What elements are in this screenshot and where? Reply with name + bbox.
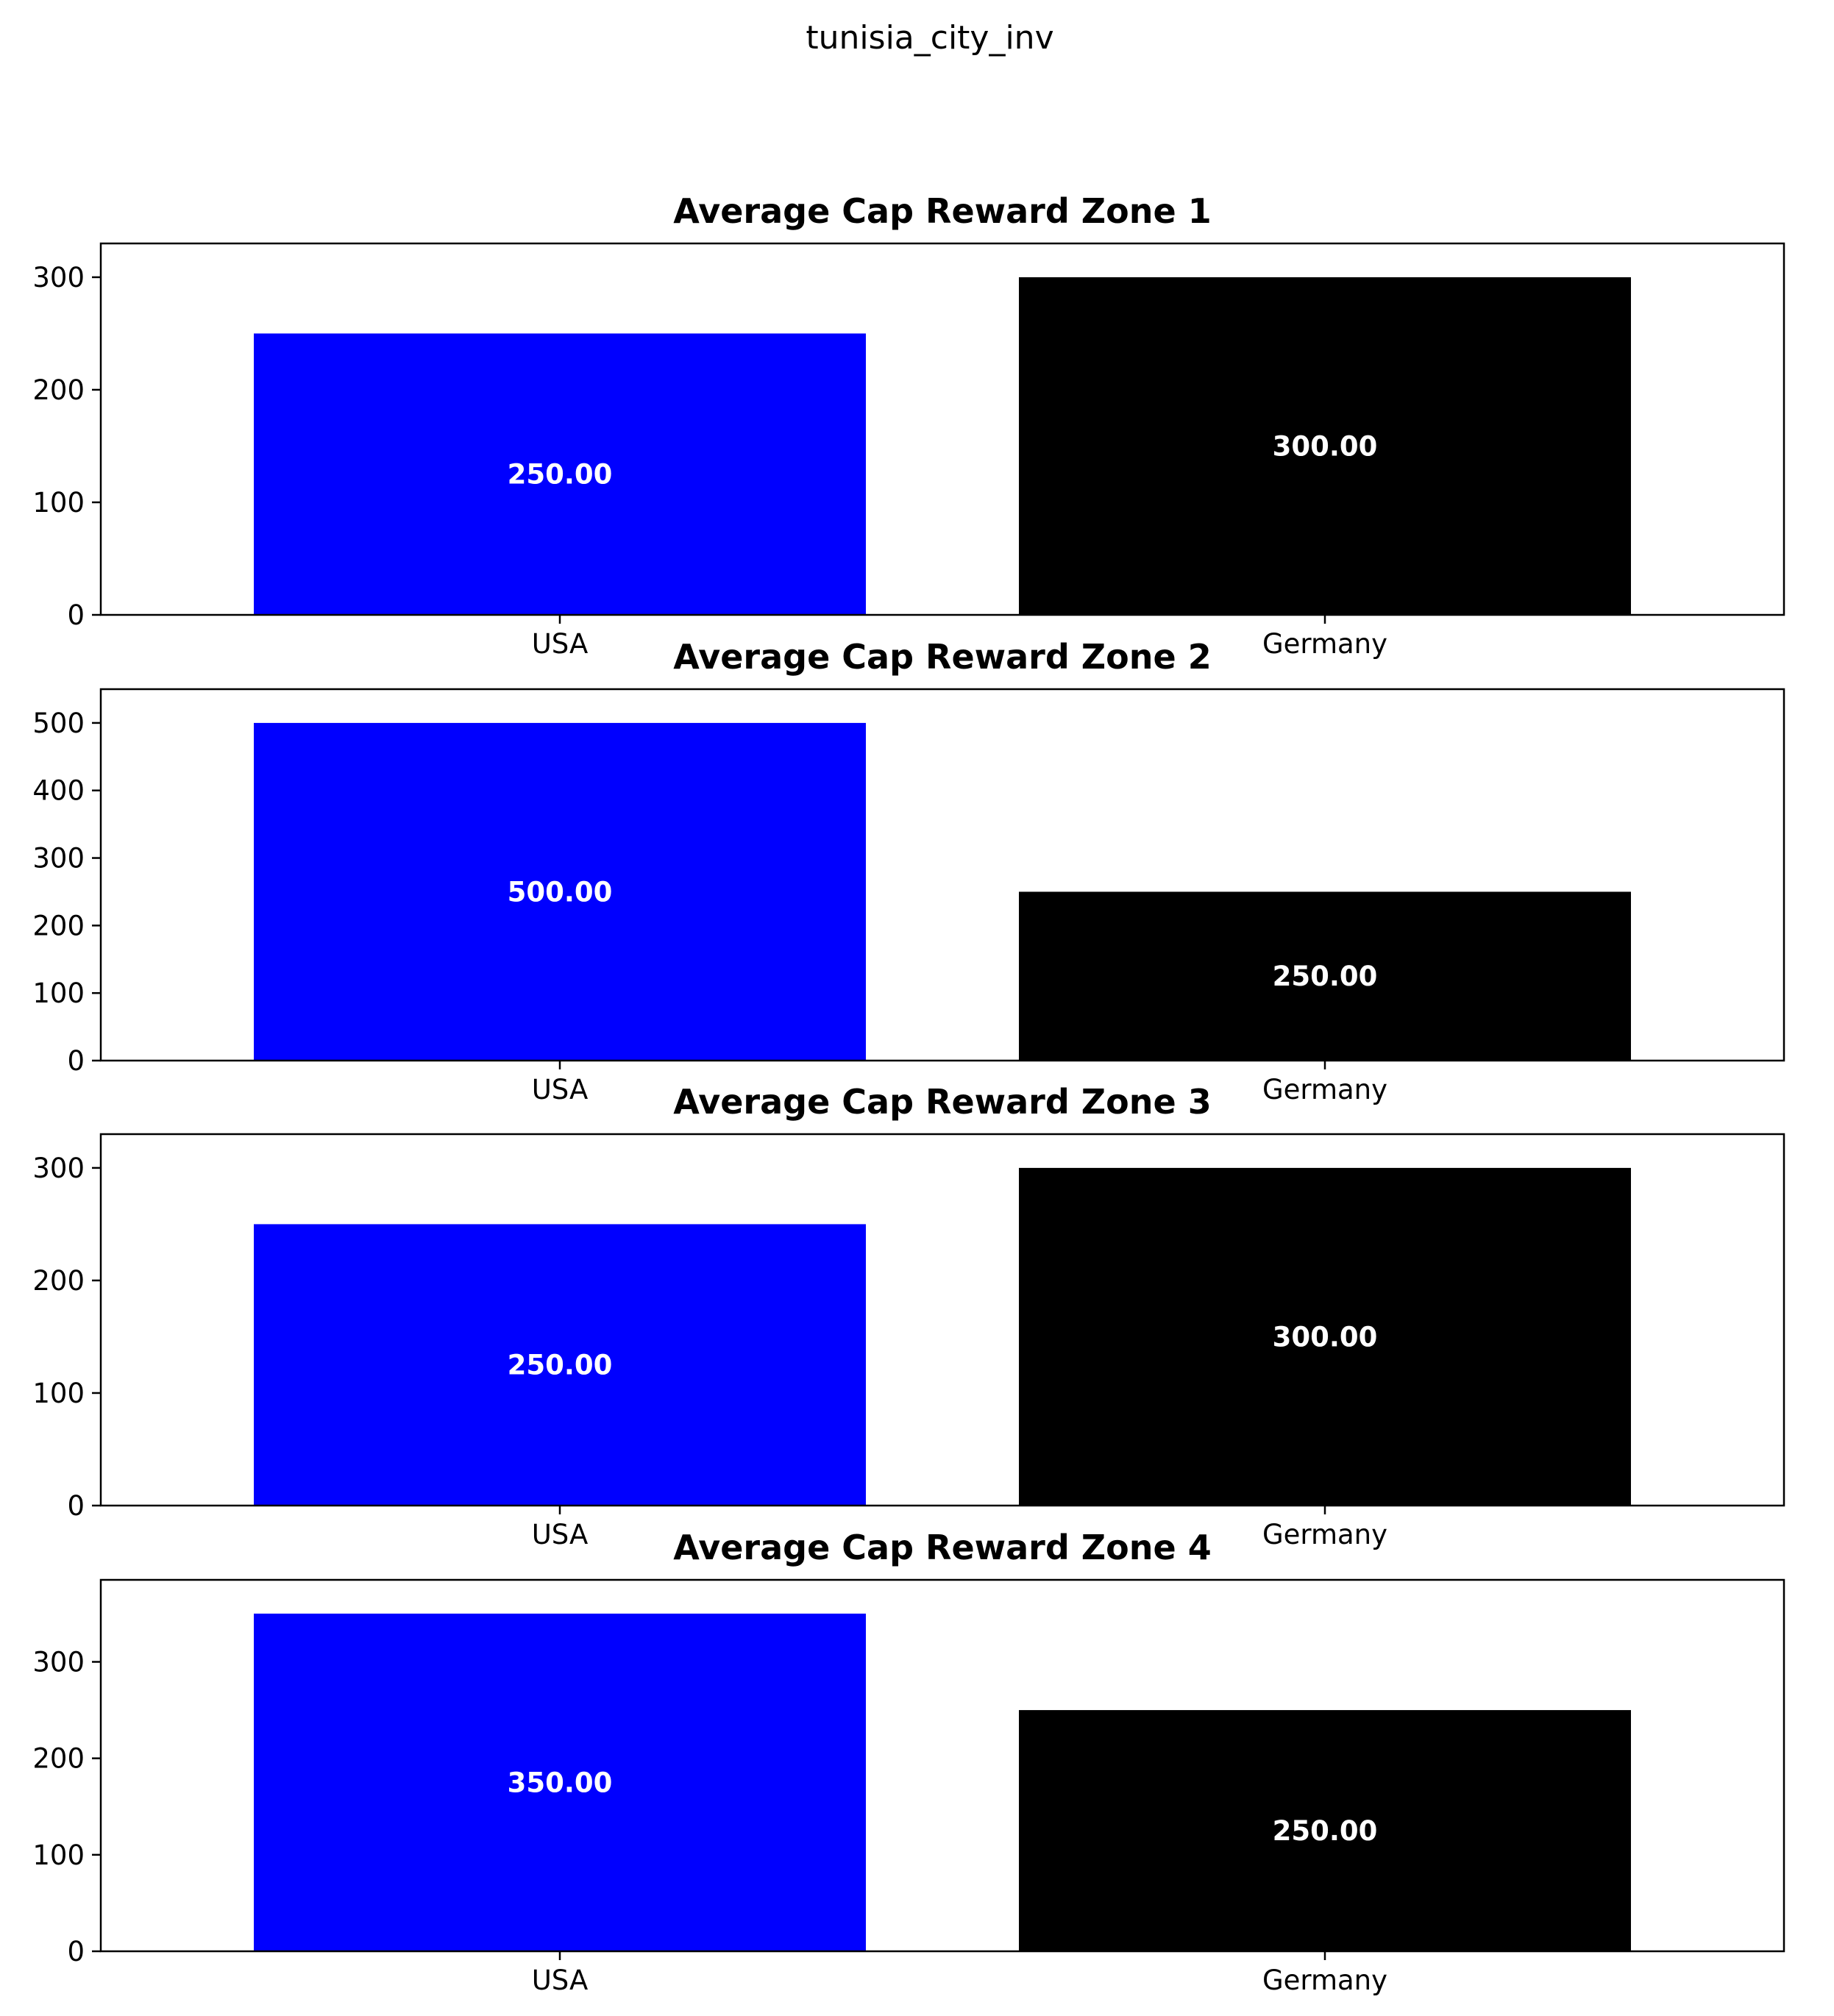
y-tick-label: 300 — [32, 262, 85, 293]
y-tick-label: 200 — [32, 1743, 85, 1775]
y-tick-label: 100 — [32, 977, 85, 1009]
y-tick-label: 100 — [32, 1378, 85, 1409]
x-tick-label: Germany — [1262, 1519, 1387, 1550]
bar-value-label: 300.00 — [1273, 1321, 1378, 1353]
bar-value-label: 350.00 — [508, 1767, 613, 1798]
bar-value-label: 250.00 — [508, 1350, 613, 1381]
y-tick-label: 300 — [32, 1646, 85, 1678]
y-tick-label: 0 — [67, 1936, 85, 1967]
y-tick-label: 100 — [32, 487, 85, 519]
bar-value-label: 250.00 — [1273, 961, 1378, 992]
subplot-zone-2: Average Cap Reward Zone 2 500.00 250.00 0 10… — [32, 637, 1785, 1105]
y-tick-label: 300 — [32, 1153, 85, 1184]
axes-frame — [99, 1578, 1785, 1953]
subplot-title: Average Cap Reward Zone 1 — [673, 191, 1211, 231]
y-tick-label: 200 — [32, 910, 85, 941]
y-tick-label: 0 — [67, 1045, 85, 1077]
figure-suptitle: tunisia_city_inv — [806, 19, 1053, 57]
bar-value-label: 250.00 — [1273, 1815, 1378, 1847]
subplot-zone-1: Average Cap Reward Zone 1 250.00 300.00 0 10… — [32, 191, 1785, 660]
x-tick-label: USA — [532, 1965, 589, 1996]
bar-usa — [254, 1613, 866, 1951]
x-tick-label: USA — [532, 1074, 589, 1105]
subplot-panels: Average Cap Reward Zone 1 250.00 300.00 0 10… — [32, 191, 1785, 1996]
bar-usa — [254, 333, 866, 615]
subplot-zone-4: Average Cap Reward Zone 4 350.00 250.00 0 10… — [32, 1528, 1785, 1996]
subplot-title: Average Cap Reward Zone 4 — [673, 1528, 1211, 1567]
y-tick-label: 200 — [32, 1265, 85, 1297]
bar-germany — [1019, 891, 1631, 1061]
bar-usa — [254, 722, 866, 1061]
bar-germany — [1019, 1710, 1631, 1951]
subplot-zone-3: Average Cap Reward Zone 3 250.00 300.00 0 10… — [32, 1082, 1785, 1550]
x-tick-label: USA — [532, 1519, 589, 1550]
y-tick-label: 100 — [32, 1839, 85, 1871]
bar-usa — [254, 1224, 866, 1506]
axes-frame — [99, 688, 1785, 1062]
x-tick-label: Germany — [1262, 628, 1387, 660]
bar-value-label: 250.00 — [508, 459, 613, 491]
x-tick-label: Germany — [1262, 1074, 1387, 1105]
y-tick-label: 0 — [67, 1490, 85, 1522]
y-tick-label: 500 — [32, 708, 85, 739]
y-tick-label: 200 — [32, 374, 85, 406]
y-tick-label: 0 — [67, 599, 85, 631]
bar-value-label: 300.00 — [1273, 430, 1378, 462]
x-tick-label: Germany — [1262, 1965, 1387, 1996]
bar-value-label: 500.00 — [508, 876, 613, 908]
y-tick-label: 400 — [32, 775, 85, 807]
x-tick-label: USA — [532, 628, 589, 660]
bar-germany — [1019, 1167, 1631, 1506]
y-tick-label: 300 — [32, 843, 85, 875]
axes-frame — [99, 242, 1785, 616]
subplot-title: Average Cap Reward Zone 2 — [673, 637, 1211, 677]
bar-germany — [1019, 277, 1631, 615]
axes-frame — [99, 1133, 1785, 1507]
subplot-title: Average Cap Reward Zone 3 — [673, 1082, 1211, 1122]
